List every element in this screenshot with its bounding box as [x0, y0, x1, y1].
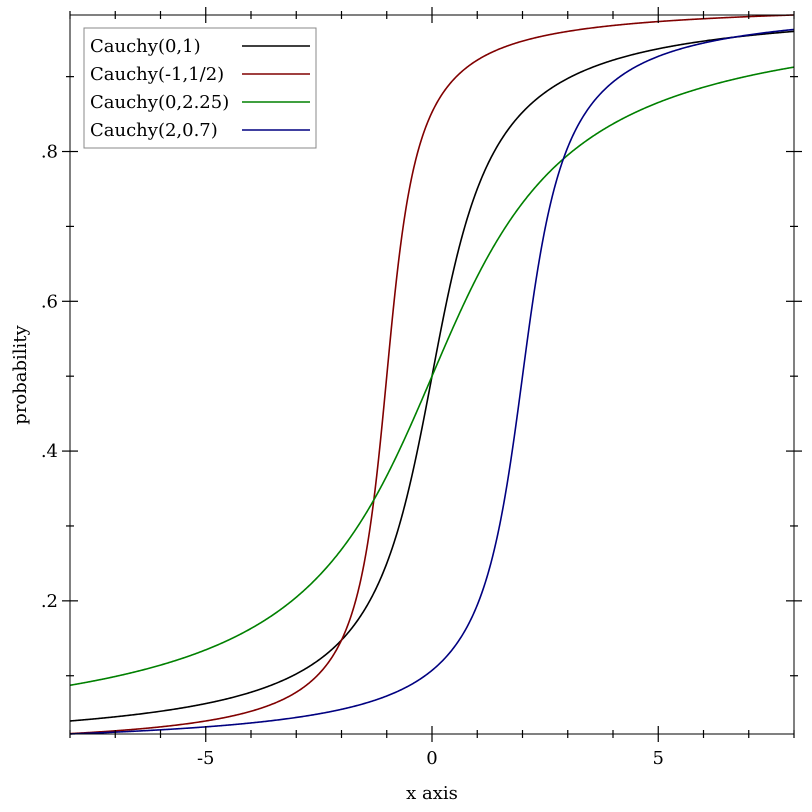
- series-line-1: [69, 14, 795, 735]
- legend-label: Cauchy(0,1): [90, 36, 201, 57]
- legend-label: Cauchy(-1,1/2): [90, 64, 224, 85]
- y-tick-label: .2: [41, 591, 58, 612]
- legend-label: Cauchy(0,2.25): [90, 92, 229, 113]
- x-axis-label: x axis: [406, 783, 458, 804]
- x-tick-label: -5: [197, 748, 215, 769]
- x-tick-label: 5: [653, 748, 664, 769]
- series-line-3: [69, 28, 795, 735]
- y-axis-label: probability: [10, 324, 31, 424]
- legend-label: Cauchy(2,0.7): [90, 120, 218, 141]
- y-tick-label: .8: [41, 142, 58, 163]
- series-line-2: [69, 66, 795, 687]
- legend-box: [83, 27, 317, 149]
- axis-ticks: -5 0 5 .2 .4 .6 .8: [41, 7, 802, 769]
- y-tick-label: .6: [41, 291, 58, 312]
- legend: Cauchy(0,1) Cauchy(-1,1/2) Cauchy(0,2.25) C…: [83, 27, 317, 149]
- x-tick-label: 0: [426, 748, 437, 769]
- plot-curves: [69, 14, 795, 735]
- y-tick-label: .4: [41, 441, 58, 462]
